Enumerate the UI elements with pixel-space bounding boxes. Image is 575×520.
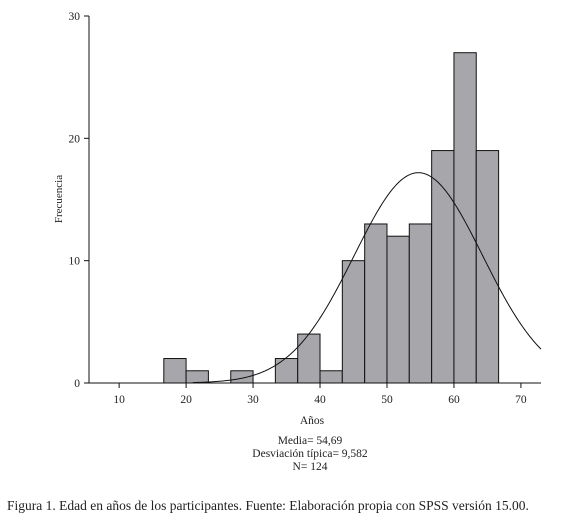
y-tick-label: 20 [69, 133, 81, 145]
histogram-bar [297, 333, 321, 384]
axes: 0 10 20 30 10 20 30 40 50 60 70 [69, 11, 541, 406]
histogram-bars [163, 52, 500, 384]
histogram-bar [341, 260, 366, 384]
x-tick-label: 40 [314, 394, 326, 406]
stats-sd: Desviación típica= 9,582 [252, 448, 368, 460]
normal-curve [192, 172, 542, 384]
x-axis-ticks: 10 20 30 40 50 60 70 [113, 383, 527, 406]
x-tick-label: 60 [448, 394, 460, 406]
y-tick-label: 10 [69, 256, 81, 268]
histogram-bar [408, 223, 433, 384]
histogram-bar [431, 150, 455, 384]
histogram-bar [274, 358, 299, 384]
histogram-chart: 0 10 20 30 10 20 30 40 50 60 70 Frecuencia Años [53, 11, 542, 427]
x-axis-label: Años [300, 415, 325, 427]
histogram-bar [453, 52, 477, 384]
y-axis-label: Frecuencia [53, 175, 65, 223]
x-tick-label: 50 [381, 394, 393, 406]
histogram-bar [475, 150, 500, 384]
x-tick-label: 30 [247, 394, 259, 406]
y-axis-ticks: 0 10 20 30 [69, 11, 89, 390]
histogram-bar [185, 370, 209, 384]
x-tick-label: 10 [113, 394, 125, 406]
histogram-bar [163, 358, 187, 384]
histogram-bar [364, 223, 388, 384]
stats-n: N= 124 [292, 461, 328, 473]
x-tick-label: 20 [180, 394, 192, 406]
y-tick-label: 0 [74, 378, 80, 390]
x-tick-label: 70 [515, 394, 527, 406]
figure-caption: Figura 1. Edad en años de los participan… [7, 498, 529, 513]
histogram-bar [319, 370, 343, 384]
histogram-bar [230, 370, 254, 384]
histogram-bar [386, 235, 410, 384]
stats-mean: Media= 54,69 [277, 435, 343, 447]
y-tick-label: 30 [69, 11, 81, 23]
